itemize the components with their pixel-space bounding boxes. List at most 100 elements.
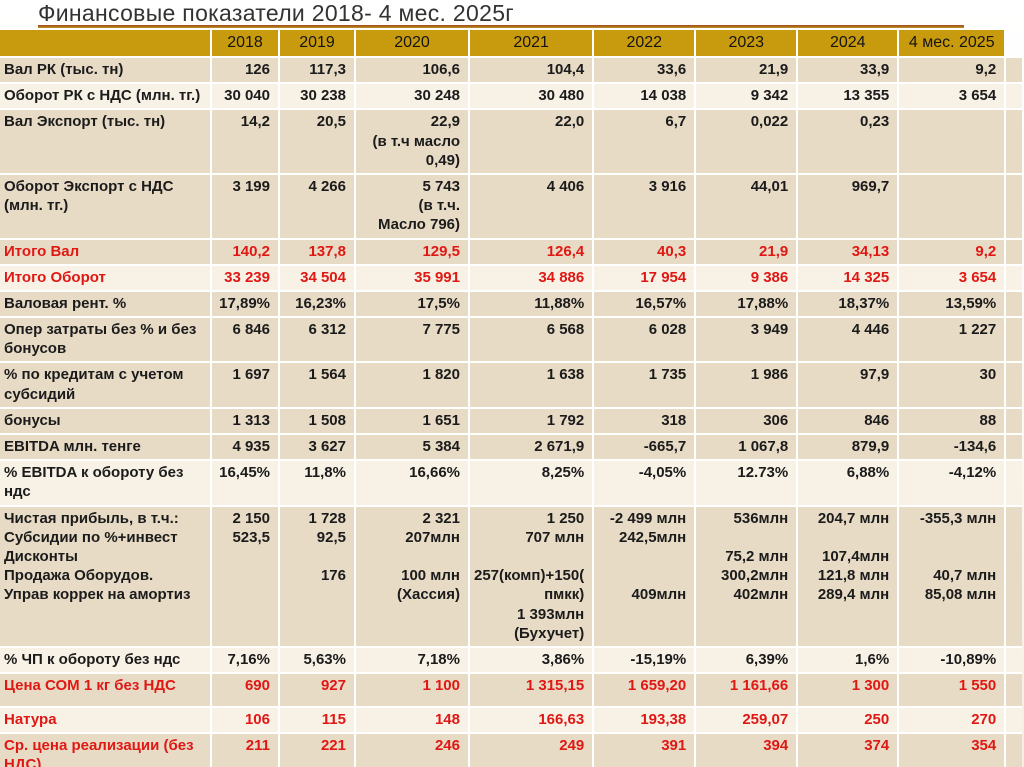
cell: 21,9 xyxy=(696,58,799,85)
table-row: Ср. цена реализации (без НДС) 211 221 246 24… xyxy=(0,734,1023,767)
column-header-4-мес-2025: 4 мес. 2025 xyxy=(899,30,1007,58)
table-row: бонусы 1 313 1 508 1 651 1 792 318 306 846 88 xyxy=(0,408,1023,435)
cell: 1 986 xyxy=(696,363,799,409)
row-spacer xyxy=(1006,734,1023,767)
column-header-2024: 2024 xyxy=(798,30,900,58)
row-label: Вал Экспорт (тыс. тн) xyxy=(0,110,212,175)
cell: 9 386 xyxy=(696,265,799,292)
cell: 30 480 xyxy=(470,84,595,111)
row-label: Валовая рент. % xyxy=(0,291,212,319)
cell: 927 xyxy=(280,674,356,709)
cell: 6,39% xyxy=(696,647,799,675)
row-label: EBITDA млн. тенге xyxy=(0,435,212,462)
cell: 1 550 xyxy=(899,674,1007,709)
cell: 14 325 xyxy=(798,265,900,292)
title-underline xyxy=(38,25,964,28)
row-spacer xyxy=(1006,408,1023,435)
cell: 3 654 xyxy=(899,265,1007,292)
cell: 5 384 xyxy=(356,435,470,462)
cell xyxy=(899,174,1007,240)
cell: 7,16% xyxy=(212,647,280,675)
cell: 106 xyxy=(212,708,280,735)
column-header-2020: 2020 xyxy=(356,30,470,58)
row-spacer xyxy=(1006,110,1023,175)
cell: 211 xyxy=(212,734,280,767)
cell: 22,0 xyxy=(470,110,595,175)
row-label: Вал РК (тыс. тн) xyxy=(0,58,212,85)
cell: 137,8 xyxy=(280,239,356,266)
cell: 115 xyxy=(280,708,356,735)
cell: 8,25% xyxy=(470,461,595,507)
cell: -4,12% xyxy=(899,461,1007,507)
cell: 394 xyxy=(696,734,799,767)
table-row: % ЧП к обороту без ндс 7,16% 5,63% 7,18% 3,8… xyxy=(0,647,1023,675)
row-spacer xyxy=(1006,265,1023,292)
cell: 126 xyxy=(212,58,280,85)
cell: 204,7 млн 107,4млн 121,8 млн 289,4 млн xyxy=(798,506,900,648)
row-spacer xyxy=(1006,318,1023,364)
cell: 193,38 xyxy=(594,708,697,735)
cell: 4 935 xyxy=(212,435,280,462)
row-label: Натура xyxy=(0,708,212,735)
table-row: Итого Вал 140,2 137,8 129,5 126,4 40,3 21,9 34,… xyxy=(0,239,1023,266)
row-label: % по кредитам с учетом субсидий xyxy=(0,363,212,409)
cell: 34,13 xyxy=(798,239,900,266)
cell: 1 315,15 xyxy=(470,674,595,709)
row-label: Ср. цена реализации (без НДС) xyxy=(0,734,212,767)
cell: 270 xyxy=(899,708,1007,735)
cell: 44,01 xyxy=(696,174,799,240)
cell: 22,9 (в т.ч масло 0,49) xyxy=(356,110,470,175)
cell: 16,23% xyxy=(280,291,356,319)
cell: -15,19% xyxy=(594,647,697,675)
cell: 16,45% xyxy=(212,461,280,507)
cell: 1 313 xyxy=(212,408,280,435)
table-row: Цена СОМ 1 кг без НДС 690 927 1 100 1 315,15… xyxy=(0,674,1023,709)
cell: 1 651 xyxy=(356,408,470,435)
cell: -10,89% xyxy=(899,647,1007,675)
cell: 0,23 xyxy=(798,110,900,175)
page-title: Финансовые показатели 2018- 4 мес. 2025г xyxy=(38,0,514,26)
row-spacer xyxy=(1006,363,1023,409)
row-spacer xyxy=(1006,239,1023,266)
cell: 11,88% xyxy=(470,291,595,319)
cell: 969,7 xyxy=(798,174,900,240)
table-row: % EBITDA к обороту без ндс 16,45% 11,8% 16,… xyxy=(0,461,1023,507)
cell: 129,5 xyxy=(356,239,470,266)
table-row: Вал Экспорт (тыс. тн) 14,2 20,5 22,9 (в т.ч… xyxy=(0,110,1023,175)
cell: -355,3 млн 40,7 млн 85,08 млн xyxy=(899,506,1007,648)
cell: 1 508 xyxy=(280,408,356,435)
cell: 6,88% xyxy=(798,461,900,507)
cell: -2 499 млн 242,5млн 409млн xyxy=(594,506,697,648)
row-spacer xyxy=(1006,291,1023,319)
cell: 1 659,20 xyxy=(594,674,697,709)
cell: 34 886 xyxy=(470,265,595,292)
cell: 21,9 xyxy=(696,239,799,266)
row-label: Оборот РК с НДС (млн. тг.) xyxy=(0,84,212,111)
cell: 6,7 xyxy=(594,110,697,175)
cell: 16,57% xyxy=(594,291,697,319)
cell: 2 150 523,5 xyxy=(212,506,280,648)
row-label: % ЧП к обороту без ндс xyxy=(0,647,212,675)
cell: 30 040 xyxy=(212,84,280,111)
row-label: Чистая прибыль, в т.ч.: Субсидии по %+ин… xyxy=(0,506,212,648)
cell: 88 xyxy=(899,408,1007,435)
table-row: Оборот РК с НДС (млн. тг.) 30 040 30 238 30… xyxy=(0,84,1023,111)
cell: 0,022 xyxy=(696,110,799,175)
row-spacer xyxy=(1006,708,1023,735)
header-spacer xyxy=(1006,30,1023,58)
cell: 846 xyxy=(798,408,900,435)
cell: 1 728 92,5 176 xyxy=(280,506,356,648)
cell: 374 xyxy=(798,734,900,767)
table-row: Натура 106 115 148 166,63 193,38 259,07 250 270 xyxy=(0,708,1023,735)
cell: -665,7 xyxy=(594,435,697,462)
cell: 3 627 xyxy=(280,435,356,462)
cell: 3 654 xyxy=(899,84,1007,111)
cell: 30 238 xyxy=(280,84,356,111)
row-spacer xyxy=(1006,647,1023,675)
cell: 13,59% xyxy=(899,291,1007,319)
row-label: Итого Оборот xyxy=(0,265,212,292)
cell: 4 406 xyxy=(470,174,595,240)
table-row: Вал РК (тыс. тн) 126 117,3 106,6 104,4 33,6 21… xyxy=(0,58,1023,85)
cell: 354 xyxy=(899,734,1007,767)
cell: -4,05% xyxy=(594,461,697,507)
